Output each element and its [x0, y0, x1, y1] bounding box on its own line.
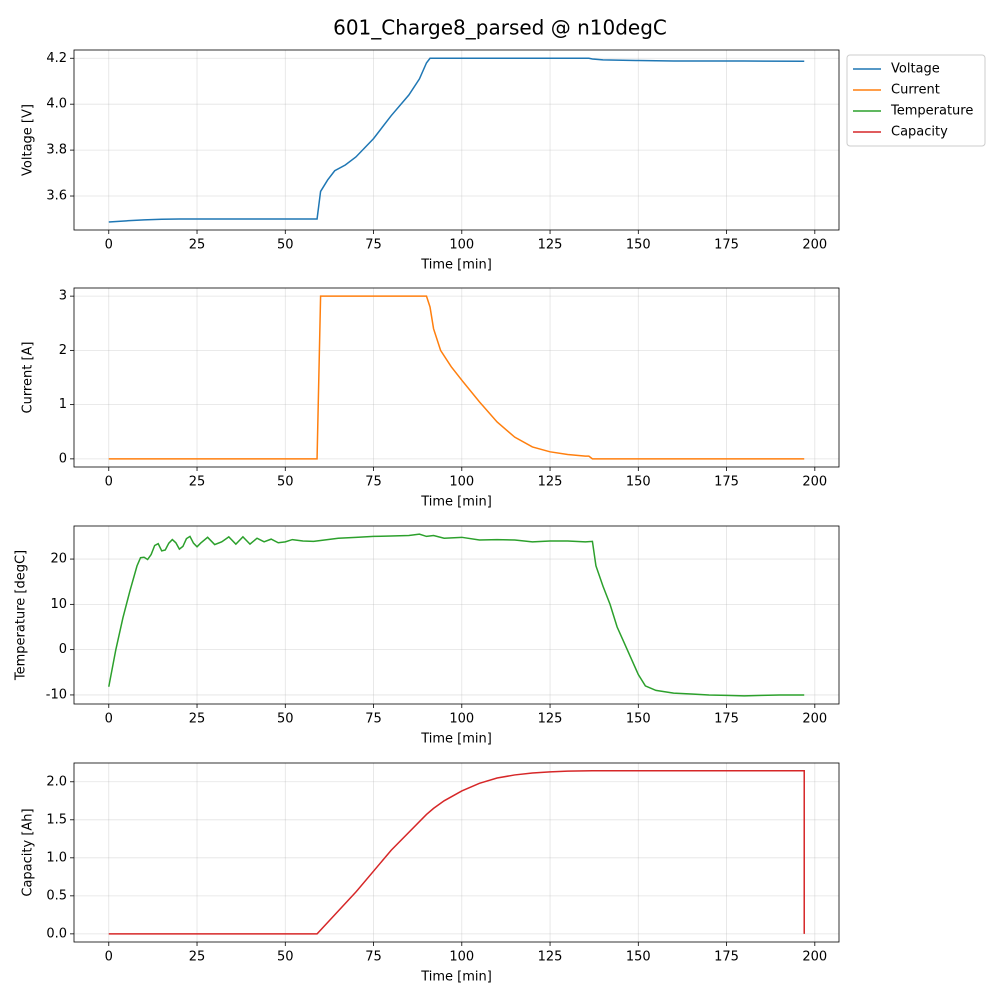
y-tick-label: 3.6 [46, 189, 67, 204]
y-tick-label: 0 [59, 642, 67, 657]
x-tick-label: 75 [365, 238, 382, 253]
x-tick-label: 0 [105, 475, 113, 490]
y-tick-label: 4.2 [46, 51, 67, 66]
y-axis-label: Voltage [V] [21, 104, 36, 176]
y-tick-label: 0.5 [46, 888, 67, 903]
x-tick-label: 125 [538, 950, 563, 965]
x-tick-label: 0 [105, 712, 113, 727]
x-tick-label: 150 [626, 238, 651, 253]
x-tick-label: 150 [626, 475, 651, 490]
x-tick-label: 100 [449, 950, 474, 965]
x-tick-label: 75 [365, 950, 382, 965]
data-line [108, 533, 805, 697]
y-tick-label: 3 [59, 289, 67, 304]
x-tick-label: 125 [538, 712, 563, 727]
x-tick-label: 25 [189, 475, 206, 490]
x-tick-label: 175 [714, 238, 739, 253]
x-tick-label: 50 [277, 950, 294, 965]
y-tick-label: 1.5 [46, 812, 67, 827]
x-tick-label: 125 [538, 238, 563, 253]
y-tick-label: 20 [50, 552, 67, 567]
plot-frame [73, 762, 840, 943]
x-tick-label: 150 [626, 712, 651, 727]
x-tick-label: 0 [105, 238, 113, 253]
x-tick-label: 200 [802, 712, 827, 727]
x-tick-label: 150 [626, 950, 651, 965]
x-tick-label: 175 [714, 950, 739, 965]
x-tick-label: 175 [714, 712, 739, 727]
y-tick-label: 2 [59, 343, 67, 358]
legend-box [846, 54, 986, 147]
figure-title: 601_Charge8_parsed @ n10degC [333, 16, 667, 40]
x-axis-label: Time [min] [420, 970, 492, 985]
plot-frame [73, 287, 840, 468]
y-tick-label: 2.0 [46, 774, 67, 789]
x-tick-label: 200 [802, 950, 827, 965]
data-line [108, 57, 805, 223]
x-tick-label: 75 [365, 475, 382, 490]
x-tick-label: 50 [277, 712, 294, 727]
legend-label: Voltage [891, 62, 940, 77]
x-tick-label: 100 [449, 475, 474, 490]
y-axis-label: Temperature [degC] [14, 550, 29, 681]
y-tick-label: 0 [59, 451, 67, 466]
legend-label: Temperature [890, 104, 973, 119]
data-line [108, 770, 805, 935]
legend-label: Capacity [891, 125, 948, 140]
x-tick-label: 75 [365, 712, 382, 727]
y-tick-label: 10 [50, 597, 67, 612]
x-axis-label: Time [min] [420, 258, 492, 273]
x-tick-label: 25 [189, 950, 206, 965]
plot-frame [73, 525, 840, 705]
x-axis-label: Time [min] [420, 495, 492, 510]
x-tick-label: 0 [105, 950, 113, 965]
x-tick-label: 100 [449, 238, 474, 253]
x-tick-label: 175 [714, 475, 739, 490]
x-tick-label: 100 [449, 712, 474, 727]
x-tick-label: 50 [277, 475, 294, 490]
y-axis-label: Capacity [Ah] [21, 808, 36, 896]
x-tick-label: 125 [538, 475, 563, 490]
plot-frame [73, 49, 840, 231]
y-tick-label: 4.0 [46, 97, 67, 112]
x-axis-label: Time [min] [420, 732, 492, 747]
x-tick-label: 200 [802, 238, 827, 253]
y-tick-label: 1 [59, 397, 67, 412]
data-line [108, 295, 805, 460]
y-tick-label: 0.0 [46, 926, 67, 941]
y-tick-label: 3.8 [46, 143, 67, 158]
x-tick-label: 200 [802, 475, 827, 490]
y-tick-label: 1.0 [46, 850, 67, 865]
x-tick-label: 50 [277, 238, 294, 253]
y-tick-label: -10 [46, 687, 67, 702]
legend-label: Current [891, 83, 940, 98]
x-tick-label: 25 [189, 238, 206, 253]
x-tick-label: 25 [189, 712, 206, 727]
y-axis-label: Current [A] [21, 342, 36, 414]
